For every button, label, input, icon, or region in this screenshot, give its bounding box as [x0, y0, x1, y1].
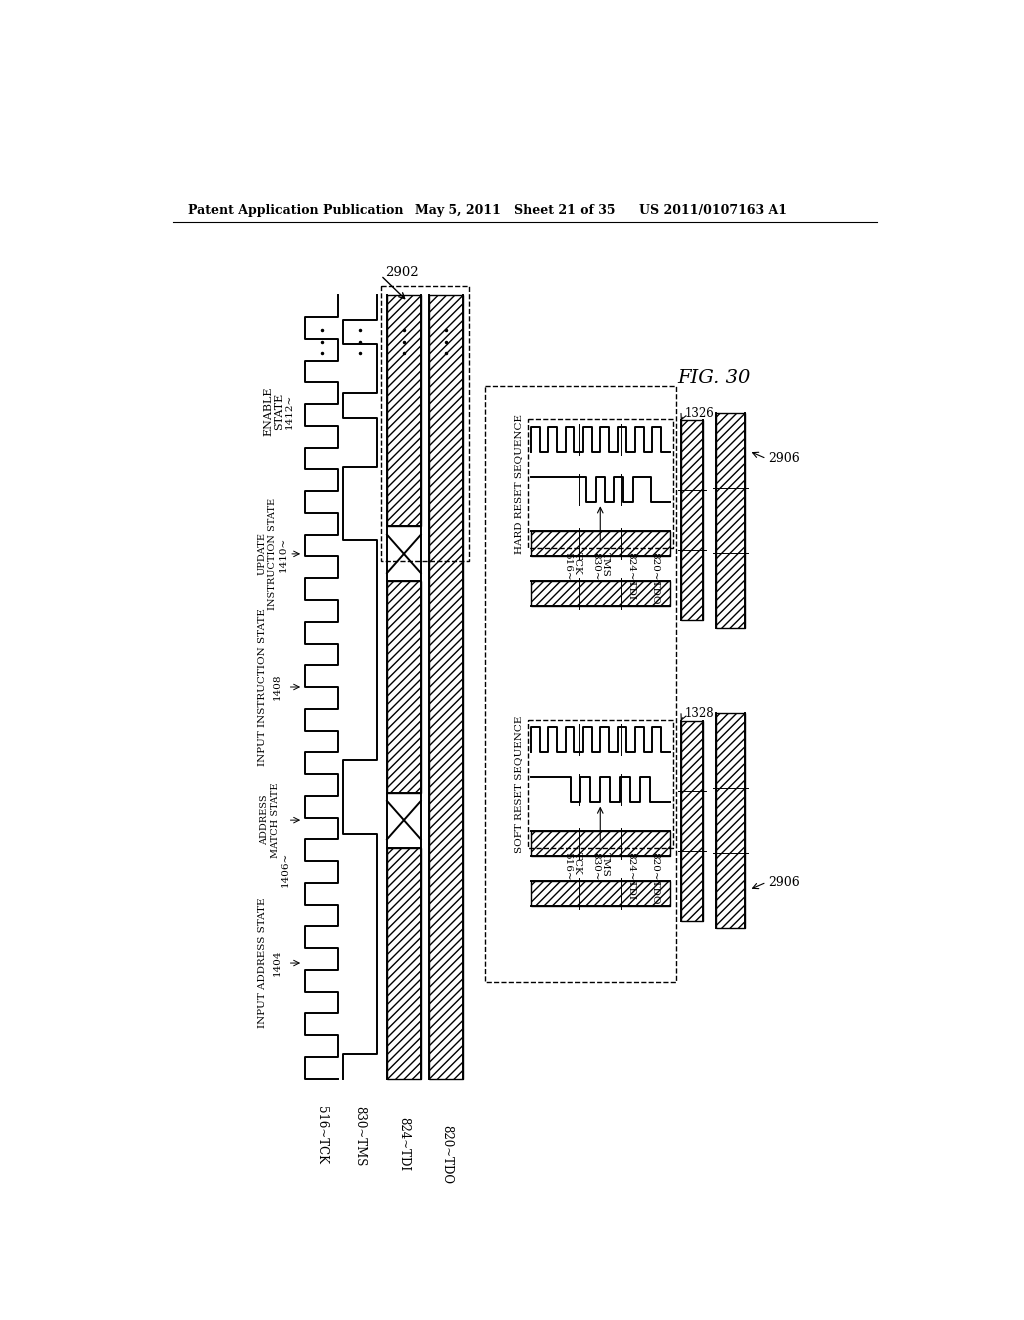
Bar	[716, 412, 745, 628]
Bar	[681, 420, 702, 620]
Bar	[429, 296, 463, 1078]
Text: INPUT ADDRESS STATE: INPUT ADDRESS STATE	[258, 898, 266, 1028]
Text: 824~TDI: 824~TDI	[397, 1117, 411, 1171]
Bar	[531, 581, 670, 606]
Text: 824~TDI: 824~TDI	[626, 552, 635, 599]
Text: 2906: 2906	[768, 875, 800, 888]
Text: 1326: 1326	[685, 407, 715, 420]
Text: 1404: 1404	[273, 950, 283, 977]
Text: 820~TDO: 820~TDO	[650, 552, 659, 605]
Text: HARD RESET SEQUENCE: HARD RESET SEQUENCE	[514, 413, 523, 553]
Text: 2906: 2906	[768, 453, 800, 465]
Text: TCK: TCK	[573, 552, 583, 574]
Bar	[531, 531, 670, 556]
Bar	[528, 719, 673, 849]
Bar	[681, 721, 702, 921]
Text: 516~: 516~	[563, 853, 572, 880]
Text: 830~: 830~	[591, 552, 600, 581]
Bar	[531, 882, 670, 906]
Text: 820~TDO: 820~TDO	[439, 1125, 453, 1184]
Text: TCK: TCK	[573, 853, 583, 875]
Text: 820~TDO: 820~TDO	[650, 853, 659, 904]
Text: SOFT RESET SEQUENCE: SOFT RESET SEQUENCE	[514, 715, 523, 853]
Bar	[387, 847, 421, 1078]
Text: 2902: 2902	[385, 265, 418, 279]
Text: 516~: 516~	[563, 552, 572, 581]
Text: 1328: 1328	[685, 708, 715, 721]
Bar	[484, 385, 676, 982]
Text: TMS: TMS	[601, 853, 610, 876]
Text: ADDRESS
MATCH STATE: ADDRESS MATCH STATE	[260, 783, 280, 858]
Text: 1406~: 1406~	[281, 851, 290, 887]
Text: UPDATE
INSTRUCTION STATE: UPDATE INSTRUCTION STATE	[258, 498, 278, 610]
Text: 1408: 1408	[273, 673, 283, 700]
Bar	[387, 581, 421, 793]
Text: 1412~: 1412~	[285, 393, 294, 429]
Bar	[528, 420, 673, 548]
Text: 830~TMS: 830~TMS	[353, 1106, 367, 1166]
Bar	[387, 296, 421, 527]
Text: INPUT INSTRUCTION STATE: INPUT INSTRUCTION STATE	[258, 609, 266, 766]
Text: 830~: 830~	[591, 853, 600, 880]
Text: Patent Application Publication: Patent Application Publication	[188, 205, 403, 218]
Bar	[716, 713, 745, 928]
Bar	[381, 286, 469, 561]
Text: 824~TDI: 824~TDI	[626, 853, 635, 900]
Text: FIG. 30: FIG. 30	[677, 368, 751, 387]
Bar	[531, 832, 670, 855]
Text: ENABLE
STATE: ENABLE STATE	[263, 387, 285, 436]
Text: 516~TCK: 516~TCK	[315, 1106, 328, 1163]
Text: TMS: TMS	[601, 552, 610, 577]
Text: US 2011/0107163 A1: US 2011/0107163 A1	[639, 205, 786, 218]
Text: 1410~: 1410~	[279, 536, 288, 572]
Text: May 5, 2011   Sheet 21 of 35: May 5, 2011 Sheet 21 of 35	[416, 205, 616, 218]
